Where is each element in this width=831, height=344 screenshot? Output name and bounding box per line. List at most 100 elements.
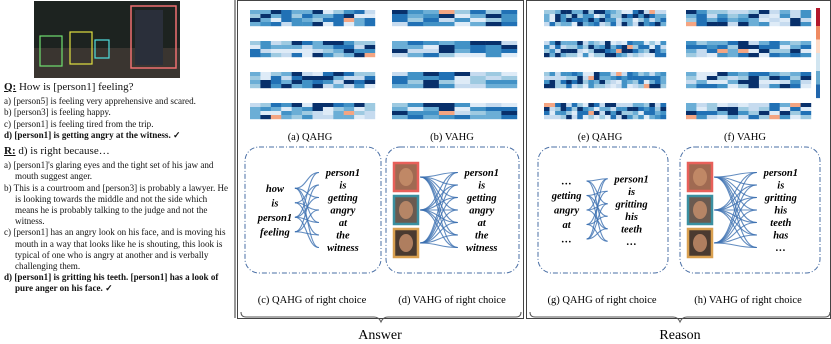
heatmap-cell <box>638 41 645 46</box>
graph-edge <box>294 209 320 233</box>
heatmap-cell <box>333 107 344 112</box>
heatmap-cell <box>727 107 739 112</box>
heatmap-cell <box>593 22 600 27</box>
heatmap-cell <box>706 84 718 89</box>
heatmap-cell <box>354 41 365 46</box>
heatmap-cell <box>281 80 292 85</box>
heatmap-cell <box>560 10 567 15</box>
heatmap-cell <box>549 107 556 112</box>
heatmap-cell <box>454 49 471 54</box>
heatmap-cell <box>438 10 455 15</box>
heatmap-cell <box>302 22 313 27</box>
colorbar-cell <box>816 30 820 36</box>
heatmap-cell <box>800 76 812 81</box>
graph-word: person1 <box>257 213 292 224</box>
colorbar-cell <box>816 12 820 18</box>
graph-edge <box>419 242 458 249</box>
graph-word: teeth <box>621 224 642 235</box>
heatmap-cell <box>696 53 708 58</box>
heatmap-cell <box>302 10 313 15</box>
heatmap-cell <box>322 111 334 116</box>
heatmap-cell <box>638 80 645 85</box>
heatmap-cell <box>686 14 697 19</box>
qa-text: Q: How is [person1] feeling? a) [person5]… <box>4 80 232 295</box>
graph-box <box>537 146 669 274</box>
heatmap-cell <box>470 107 486 112</box>
heatmap-cell <box>790 84 801 89</box>
heatmap-cell <box>571 84 578 89</box>
heatmap-cell <box>748 111 760 116</box>
heatmap-cell <box>717 103 728 108</box>
heatmap-cell <box>291 22 303 27</box>
heatmap-cell <box>549 76 556 81</box>
heatmap-cell <box>717 22 728 27</box>
heatmap-cell <box>577 45 584 50</box>
heatmap-cell <box>686 22 697 27</box>
heatmap-cell <box>438 111 455 116</box>
heatmap-cell <box>632 10 639 15</box>
heatmap-cell <box>727 49 739 54</box>
heatmap-cell <box>779 18 791 23</box>
heatmap-cell <box>560 22 567 27</box>
heatmap-cell <box>588 103 595 108</box>
graph-word: … <box>776 243 787 254</box>
heatmap-cell <box>638 76 645 81</box>
heatmap-cell <box>560 18 567 23</box>
heatmap-cell <box>790 111 801 116</box>
graph-word: feeling <box>260 227 290 238</box>
heatmap-cell <box>560 41 567 46</box>
heatmap-cell <box>643 49 650 54</box>
heatmap-cell <box>577 107 584 112</box>
heatmap-cell <box>392 41 408 46</box>
heatmap-cell <box>438 53 455 58</box>
heatmap-cell <box>717 111 728 116</box>
heatmap-cell <box>291 72 303 77</box>
heatmap-cell <box>605 41 611 46</box>
heatmap-cell <box>654 72 661 77</box>
graph-word: getting <box>466 193 497 204</box>
heatmap-cell <box>577 76 584 81</box>
heatmap-cell <box>593 41 600 46</box>
heatmap-cell <box>779 107 791 112</box>
heatmap-cell <box>593 107 600 112</box>
heatmap-cell <box>250 18 261 23</box>
heatmap-cell <box>610 76 617 81</box>
answer: c) [person1] is feeling tired from the t… <box>4 118 154 129</box>
colorbar-cell <box>816 21 820 27</box>
heatmap-cell <box>571 14 578 19</box>
heatmap-cell <box>621 107 628 112</box>
heatmap-cell <box>779 41 791 46</box>
heatmap-cell <box>627 53 633 58</box>
heatmap-cell <box>758 18 770 23</box>
heatmap-cell <box>577 80 584 85</box>
heatmap-cell <box>800 10 812 15</box>
heatmap-cell <box>407 22 424 27</box>
heatmap-cell <box>800 22 812 27</box>
heatmap-cell <box>364 80 376 85</box>
heatmap-cell <box>501 18 518 23</box>
heatmap-cell <box>544 115 550 120</box>
heatmap-cell <box>588 22 595 27</box>
heatmap-cell <box>654 80 661 85</box>
heatmap-cell <box>588 84 595 89</box>
heatmap-cell <box>627 111 633 116</box>
heatmap-cell <box>571 103 578 108</box>
heatmap-cell <box>270 111 282 116</box>
colorbar-cell <box>816 89 820 94</box>
heatmap-cell <box>470 53 486 58</box>
heatmap-cell <box>438 76 455 81</box>
heatmap-cell <box>322 14 334 19</box>
heatmap-cell <box>407 80 424 85</box>
face <box>399 234 413 252</box>
heatmap-cell <box>470 45 486 50</box>
heatmap-cell <box>260 14 272 19</box>
heatmap-cell <box>566 41 572 46</box>
heatmap-cell <box>343 103 355 108</box>
heatmap-cell <box>582 45 589 50</box>
heatmap-cell <box>454 10 471 15</box>
heatmap-cell <box>281 45 292 50</box>
heatmap-cell <box>577 14 584 19</box>
heatmap-cell <box>779 49 791 54</box>
heatmap-cell <box>250 41 261 46</box>
heatmap-cell <box>438 22 455 27</box>
